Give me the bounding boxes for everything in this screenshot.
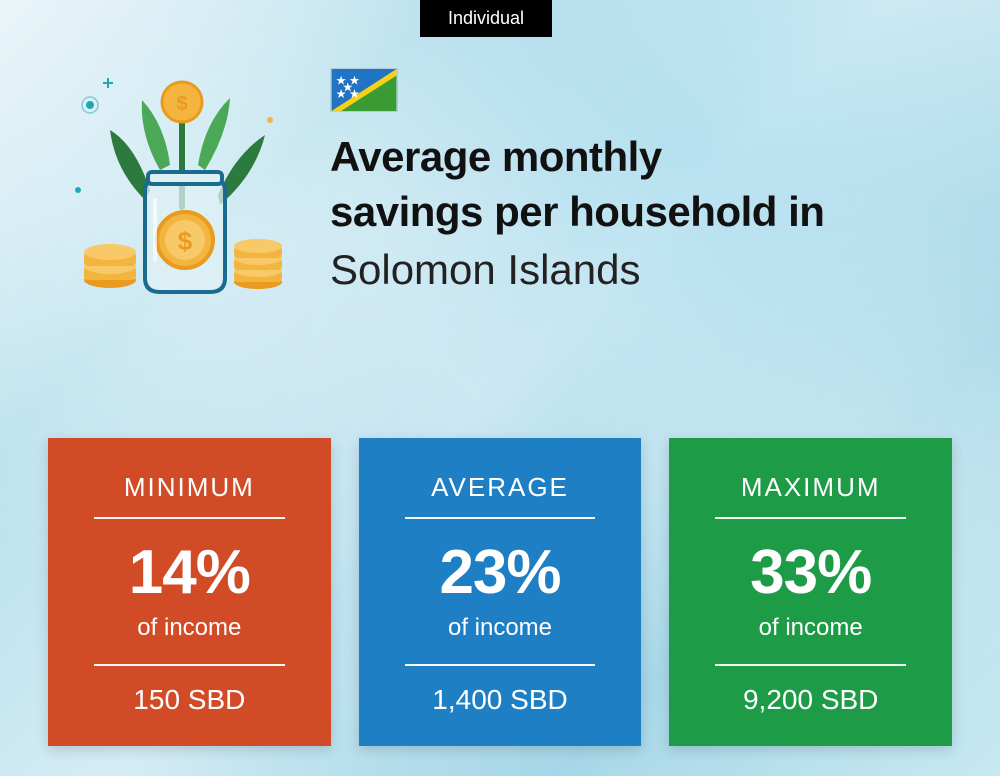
category-tab: Individual [420, 0, 552, 37]
solomon-islands-flag-icon [330, 68, 398, 112]
card-maximum: MAXIMUM 33% of income 9,200 SBD [669, 438, 952, 746]
headline-line-1: Average monthly [330, 130, 950, 185]
card-amount: 1,400 SBD [387, 684, 614, 716]
headline: Average monthly savings per household in… [330, 130, 950, 298]
card-label: MINIMUM [76, 472, 303, 503]
divider [94, 517, 285, 519]
divider [715, 517, 906, 519]
svg-text:$: $ [176, 93, 187, 115]
coin-stack-right [234, 239, 282, 289]
card-minimum: MINIMUM 14% of income 150 SBD [48, 438, 331, 746]
card-percent: 23% [387, 537, 614, 608]
coin-stack-left [84, 244, 136, 288]
divider [715, 664, 906, 666]
divider [405, 517, 596, 519]
card-sub: of income [697, 614, 924, 642]
headline-line-2: savings per household in [330, 185, 950, 240]
card-label: AVERAGE [387, 472, 614, 503]
divider [94, 664, 285, 666]
svg-text:$: $ [178, 226, 193, 256]
headline-country: Solomon Islands [330, 243, 950, 298]
savings-jar-illustration: $ $ [60, 60, 300, 300]
card-label: MAXIMUM [697, 472, 924, 503]
card-amount: 9,200 SBD [697, 684, 924, 716]
card-amount: 150 SBD [76, 684, 303, 716]
card-sub: of income [387, 614, 614, 642]
card-percent: 33% [697, 537, 924, 608]
card-average: AVERAGE 23% of income 1,400 SBD [359, 438, 642, 746]
stat-cards-row: MINIMUM 14% of income 150 SBD AVERAGE 23… [48, 438, 952, 746]
divider [405, 664, 596, 666]
card-sub: of income [76, 614, 303, 642]
card-percent: 14% [76, 537, 303, 608]
